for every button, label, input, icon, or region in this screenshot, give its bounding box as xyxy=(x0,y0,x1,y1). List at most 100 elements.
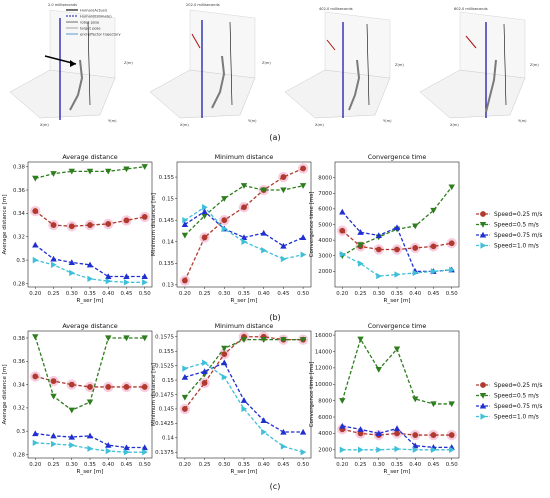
y-tick-label: 0.13 xyxy=(162,283,174,289)
data-point-series-1 xyxy=(300,165,307,172)
legend-entry: Speed=0.5 m/s xyxy=(494,394,539,400)
y-tick-label: 0.34 xyxy=(13,211,26,217)
data-point-series-4 xyxy=(50,440,57,448)
y-tick-label: 0.1575 xyxy=(155,335,174,341)
legend-robot-pose: robot pose xyxy=(80,21,100,25)
scene-snapshot-1: 2.0 milliseconds Human(Actual) Human(Est… xyxy=(9,3,133,127)
data-point-series-3 xyxy=(105,441,112,448)
data-point-series-1 xyxy=(201,234,208,241)
data-point-series-4 xyxy=(105,447,112,455)
legend-marker xyxy=(480,211,486,217)
y-tick-label: 6000 xyxy=(318,207,332,213)
x-tick-label: 0.45 xyxy=(120,291,132,297)
x-axis-label: R_ser [m] xyxy=(231,469,258,475)
data-point-series-2 xyxy=(221,196,228,202)
plot-frame xyxy=(176,330,312,459)
human-arm-segment xyxy=(465,35,477,49)
chart-title: Minimum distance xyxy=(215,322,274,330)
y-tick-label: 0.1425 xyxy=(155,421,174,427)
axis-label-x-3: X(m) xyxy=(315,123,324,127)
x-tick-label: 0.35 xyxy=(84,462,96,468)
x-tick-label: 0.25 xyxy=(355,462,367,468)
chart-b3: Convergence time 2000 3000 4000 5000 6000 7000… xyxy=(309,153,460,304)
data-point-series-1 xyxy=(50,378,57,385)
data-point-series-4 xyxy=(357,446,364,454)
x-axis-label: R_ser [m] xyxy=(384,469,411,475)
y-tick-label: 0.34 xyxy=(13,382,26,388)
arrow-head xyxy=(70,60,76,67)
data-point-series-4 xyxy=(69,441,75,449)
data-point-series-2 xyxy=(240,337,248,343)
data-point-series-3 xyxy=(375,232,382,238)
data-point-series-3 xyxy=(339,208,346,215)
data-point-series-1 xyxy=(280,174,287,180)
x-tick-label: 0.45 xyxy=(277,462,289,468)
chart-title: Convergence time xyxy=(368,322,427,330)
y-tick-label: 0.32 xyxy=(13,406,25,412)
x-tick-label: 0.20 xyxy=(29,462,42,468)
data-point-series-3 xyxy=(181,221,189,228)
x-tick-label: 0.35 xyxy=(238,462,250,468)
data-point-series-3 xyxy=(141,273,148,280)
axis-label-y-2: Y(m) xyxy=(248,119,257,123)
back-wall xyxy=(459,11,526,79)
data-point-series-1 xyxy=(32,208,39,214)
x-tick-label: 0.50 xyxy=(446,291,459,297)
data-point-series-3 xyxy=(86,432,94,439)
x-tick-label: 0.40 xyxy=(258,291,271,297)
y-axis-label: Convergence time [ms] xyxy=(309,192,315,258)
legend-target-pose: target pose xyxy=(80,27,101,31)
chart-c2: Minimum distance 0.1375 0.14 0.1425 0.145 0.1… xyxy=(151,322,312,475)
data-point-series-2 xyxy=(448,401,455,408)
y-tick-label: 0.36 xyxy=(13,188,26,194)
data-point-series-1 xyxy=(221,217,228,224)
data-point-series-3 xyxy=(123,273,130,280)
data-point-series-2 xyxy=(260,337,267,343)
data-point-series-3 xyxy=(32,430,39,437)
x-tick-label: 0.50 xyxy=(139,291,152,297)
data-point-series-2 xyxy=(141,164,148,170)
panel-label-b: (b) xyxy=(269,313,280,322)
y-tick-label: 0.155 xyxy=(159,175,174,181)
x-tick-label: 0.40 xyxy=(102,291,115,297)
x-tick-label: 0.45 xyxy=(427,462,439,468)
data-point-series-4 xyxy=(300,251,307,258)
data-point-series-4 xyxy=(261,428,267,436)
x-tick-label: 0.30 xyxy=(373,462,386,468)
data-point-series-3 xyxy=(260,229,267,236)
x-tick-label: 0.25 xyxy=(48,462,60,468)
x-tick-label: 0.25 xyxy=(199,462,211,468)
data-point-series-3 xyxy=(240,234,248,240)
data-point-series-2 xyxy=(123,166,130,173)
data-point-series-4 xyxy=(87,445,94,452)
data-point-series-4 xyxy=(202,204,208,211)
data-point-series-1 xyxy=(68,223,75,230)
y-tick-label: 0.28 xyxy=(13,452,26,458)
y-tick-label: 2000 xyxy=(318,269,332,275)
data-point-series-1 xyxy=(394,246,400,253)
data-point-series-1 xyxy=(448,240,455,247)
data-point-series-2 xyxy=(240,183,248,189)
legend-entry: Speed=1.0 m/s xyxy=(494,244,539,250)
chart-b2: Minimum distance 0.13 0.135 0.14 0.145 0.15 0.… xyxy=(151,153,312,304)
y-tick-label: 10000 xyxy=(315,382,333,388)
snapshot-title-3: 402.0 milliseconds xyxy=(319,7,353,11)
y-tick-label: 2000 xyxy=(318,448,332,454)
robot-arm xyxy=(211,55,226,109)
data-point-series-4 xyxy=(221,225,228,233)
y-tick-label: 0.38 xyxy=(13,164,26,170)
chart-title: Minimum distance xyxy=(215,153,274,161)
axis-label-x-2: X(m) xyxy=(180,123,189,127)
y-tick-label: 5000 xyxy=(318,222,332,228)
y-tick-label: 0.145 xyxy=(159,407,174,413)
legend-row-b: Speed=0.25 m/s Speed=0.5 m/s Speed=0.75 m/… xyxy=(476,211,542,250)
data-point-series-4 xyxy=(241,405,248,413)
chart-c1: Average distance 0.28 0.3 0.32 0.34 0.36 0.38 0… xyxy=(2,322,153,475)
data-point-series-2 xyxy=(105,335,112,342)
data-point-series-4 xyxy=(449,266,455,274)
data-point-series-1 xyxy=(141,384,148,390)
y-tick-label: 0.38 xyxy=(13,336,26,342)
y-tick-label: 4000 xyxy=(318,431,332,437)
data-point-series-1 xyxy=(87,384,93,390)
panel-label-c: (c) xyxy=(270,482,281,491)
